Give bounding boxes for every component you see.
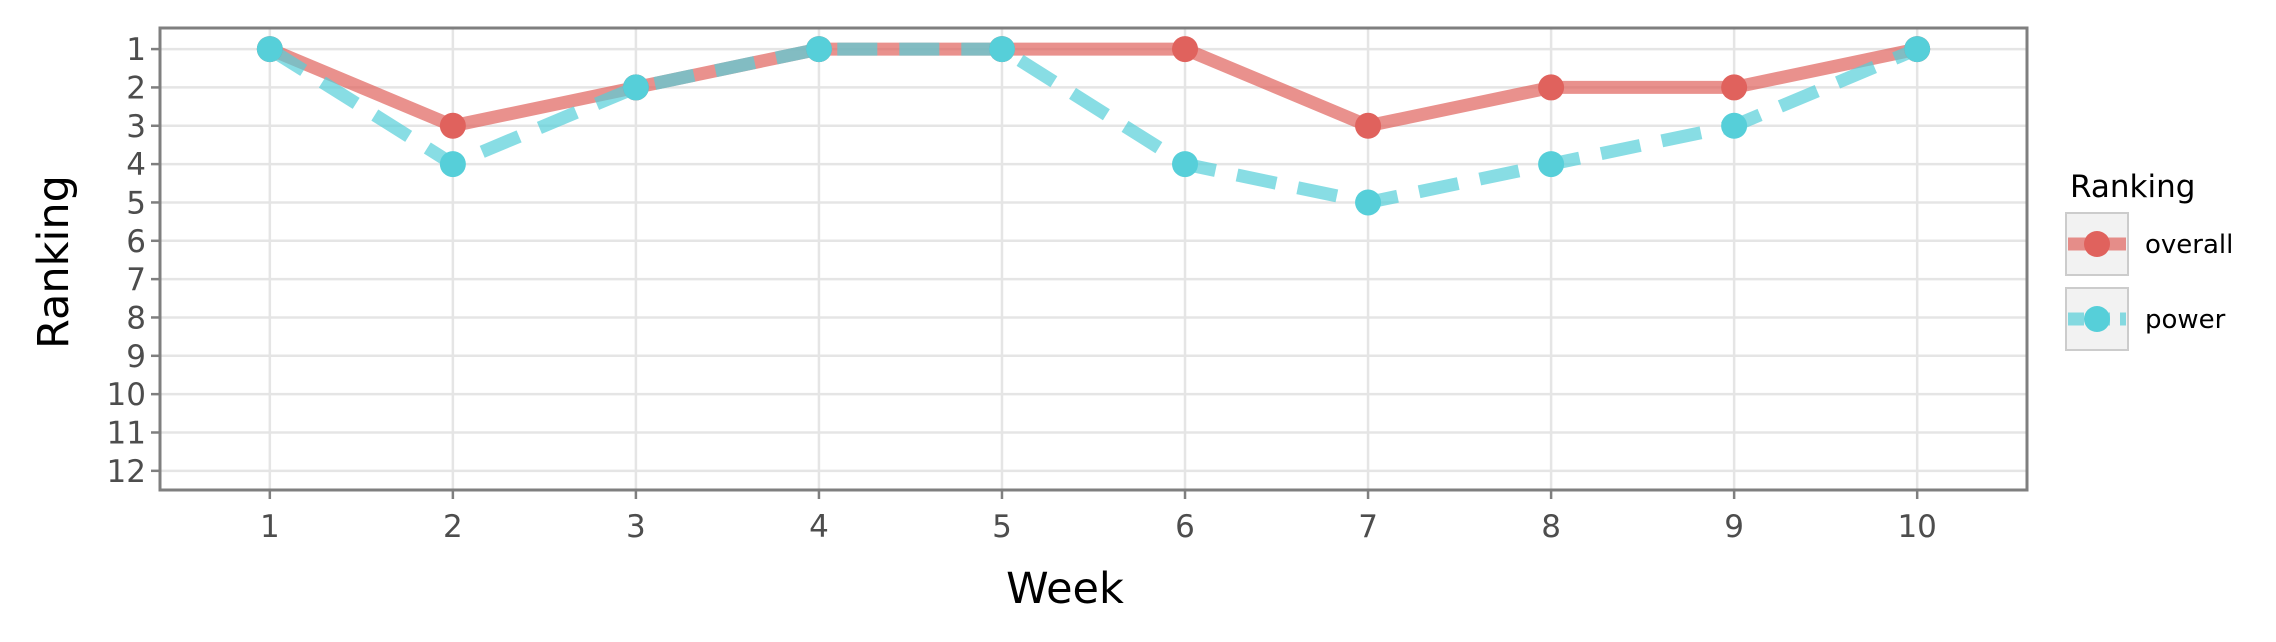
data-point-power [988,36,1015,63]
data-point-power [256,36,283,63]
data-point-overall [1538,74,1565,101]
y-tick-label: 4 [126,147,146,183]
y-tick-label: 1 [126,32,146,68]
panel-background [160,28,2027,490]
legend-title: Ranking [2070,169,2195,205]
x-axis-title: Week [1006,564,1124,614]
data-point-power [1538,151,1565,178]
y-axis-title: Ranking [29,175,79,349]
x-tick-label: 7 [1358,509,1378,545]
data-point-power [1355,189,1382,216]
data-point-overall [439,112,466,139]
y-tick-label: 10 [107,377,146,413]
data-point-overall [1172,36,1199,63]
y-tick-label: 9 [126,339,146,375]
data-point-power [1904,36,1931,63]
data-point-overall [1721,74,1748,101]
grid-lines [160,28,2027,490]
series-line-group [266,42,1920,209]
x-tick-label: 1 [260,509,280,545]
series-lines [256,36,1931,216]
panel-border [158,26,2029,492]
y-tick-label: 3 [126,109,146,145]
y-tick-label: 11 [107,415,146,451]
x-tick-label: 5 [992,509,1012,545]
y-tick-label: 6 [126,224,146,260]
x-tick-label: 2 [443,509,463,545]
x-tick-label: 10 [1897,509,1936,545]
series-line-power [266,42,1920,209]
legend-label-overall: overall [2145,230,2233,260]
x-tick-label: 8 [1541,509,1561,545]
x-tick-label: 4 [809,509,829,545]
legend-key-point-power [2084,306,2110,332]
series-line-overall [267,42,1919,133]
y-tick-label: 5 [126,185,146,221]
data-point-power [1172,151,1199,178]
y-tick-label: 7 [126,262,146,298]
x-tick-label: 9 [1724,509,1744,545]
y-tick-label: 8 [126,300,146,336]
data-point-power [439,151,466,178]
data-point-power [622,74,649,101]
x-tick-label: 3 [626,509,646,545]
legend-label-power: power [2145,305,2226,335]
y-tick-label: 12 [107,454,146,490]
legend-key-point-overall [2084,231,2110,257]
x-tick-label: 6 [1175,509,1195,545]
data-point-overall [1355,112,1382,139]
series-point-group [256,36,1931,216]
data-point-power [1721,112,1748,139]
legend: Ranking overall power [2065,169,2233,351]
data-point-power [805,36,832,63]
y-tick-label: 2 [126,70,146,106]
